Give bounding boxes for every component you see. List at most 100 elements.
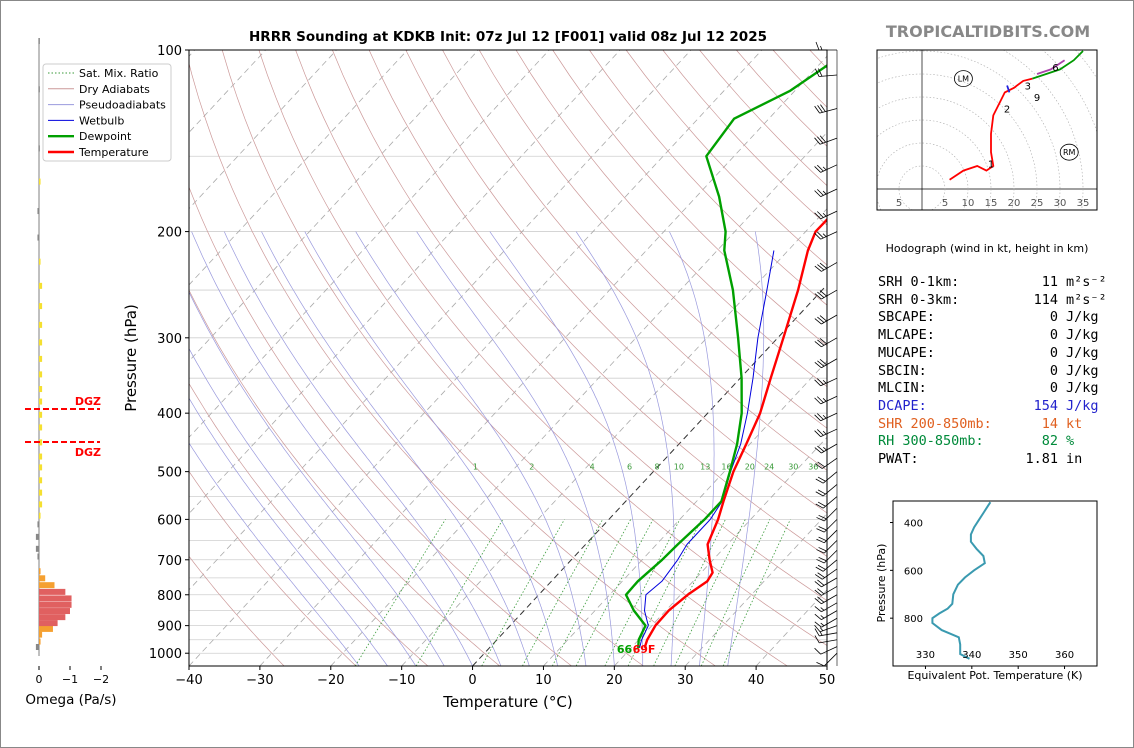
barb-flag (816, 528, 825, 533)
mixing-ratio-label: 2 (529, 463, 534, 472)
index-value: 114 (1033, 291, 1058, 308)
barb-flag (814, 463, 823, 469)
mixing-ratio-label: 20 (745, 463, 755, 472)
barb-flag (816, 662, 825, 667)
skewt-axes: −40 −30 −20 −10 0 10 20 30 40 50 100 200 300 400 500 60… (149, 44, 835, 688)
omega-bar (39, 582, 55, 589)
mixing-ratio-label: 24 (764, 463, 774, 472)
storm-motion-marker (954, 70, 973, 87)
barb-flag (817, 378, 824, 385)
omega-bar (39, 439, 43, 446)
isotherm (189, 50, 479, 362)
barb-flag (817, 476, 826, 482)
mixing-ratio-label: 8 (654, 463, 659, 472)
mixing-ratio-line (722, 519, 791, 666)
pseudo-adiabat (189, 291, 445, 666)
theta-e-panel: 330 340 350 360 400 600 800 Equivalent Pot. Te… (875, 500, 1098, 682)
barb-flag (817, 339, 825, 346)
y-tick-label: 900 (157, 620, 182, 635)
index-value: 82 (1041, 433, 1058, 450)
hodo-height-label: 3 (1025, 82, 1031, 93)
pseudo-adiabat (575, 231, 675, 666)
barb-flag (817, 316, 825, 323)
index-label: SRH 0-1km: (878, 274, 960, 290)
wind-barbs (814, 41, 838, 667)
omega-bar (39, 258, 41, 265)
theta-e-y-tick-label: 800 (904, 614, 923, 625)
index-value: 0 (1049, 309, 1058, 326)
omega-bar (39, 638, 41, 645)
index-unit: J/kg (1066, 380, 1099, 397)
barb-flag (815, 491, 824, 497)
wind-barb (814, 602, 838, 613)
legend-entry: Temperature (78, 146, 149, 159)
hodo-ring (898, 165, 946, 210)
legend-entry: Sat. Mix. Ratio (79, 67, 159, 80)
omega-bar (39, 512, 41, 519)
omega-bar (35, 545, 39, 552)
omega-bar (37, 553, 39, 560)
omega-bar (39, 398, 43, 405)
barb-flag (814, 318, 822, 325)
hodo-height-label: 1 (988, 160, 994, 171)
dry-adiabat (442, 50, 827, 471)
y-tick-label: 300 (157, 332, 182, 347)
barb-flag (815, 41, 820, 51)
wind-barb (814, 210, 838, 220)
wind-barb (816, 652, 838, 667)
x-tick-label: −30 (246, 673, 273, 688)
omega-bar (39, 477, 43, 484)
wind-barb (814, 628, 838, 637)
storm-motion-label: RM (1063, 148, 1076, 157)
wind-barb (814, 617, 838, 628)
omega-bar (39, 588, 66, 595)
barb-flag (817, 429, 824, 436)
omega-bar (39, 303, 43, 310)
theta-e-x-tick-label: 340 (962, 650, 981, 661)
barb-flag (817, 136, 824, 144)
omega-bar (39, 614, 66, 621)
hodo-segment (949, 77, 1033, 181)
wind-barb (816, 540, 838, 554)
omega-bar (38, 38, 40, 44)
pseudo-adiabat (304, 231, 558, 666)
wind-barb (815, 496, 838, 509)
omega-bar (39, 424, 43, 431)
index-value: 1.81 (1025, 451, 1058, 467)
hodo-height-label: 9 (1034, 93, 1040, 104)
index-label: PWAT: (878, 451, 919, 467)
barb-flag (814, 293, 822, 300)
mixing-ratio-line (604, 519, 681, 666)
mixing-ratio-label: 4 (590, 463, 595, 472)
theta-e-x-tick-label: 350 (1009, 650, 1028, 661)
dry-adiabat (589, 50, 827, 306)
barb-flag (817, 579, 825, 586)
hodo-ring-label: 10 (962, 198, 975, 209)
barb-flag (818, 68, 823, 77)
index-row: SHR 200-850mb: 14 kt (878, 416, 1082, 432)
hodograph-caption: Hodograph (wind in kt, height in km) (886, 242, 1089, 255)
barb-flag (814, 625, 821, 633)
mixing-ratio-line (575, 519, 654, 666)
wind-barb (814, 231, 838, 240)
dry-adiabat (295, 50, 827, 646)
barb-staff (820, 646, 838, 655)
barb-staff (823, 652, 838, 667)
y-tick-label: 600 (157, 513, 182, 528)
x-tick-label: 10 (535, 673, 552, 688)
x-tick-label: 0 (468, 673, 476, 688)
theta-e-line (931, 501, 992, 660)
pseudo-adiabat (669, 231, 715, 666)
hodo-ring-label: 5 (896, 198, 902, 209)
pseudo-adiabat (189, 397, 388, 666)
index-unit: J/kg (1066, 344, 1099, 361)
barb-flag (814, 598, 822, 605)
hodo-height-label: 6 (1052, 63, 1058, 74)
isotherm (472, 284, 827, 666)
wind-barb (814, 594, 838, 605)
y-tick-label: 800 (157, 589, 182, 604)
index-row: SRH 0-1km: 11 m²s⁻² (878, 274, 1107, 290)
barb-flag (817, 413, 824, 420)
barb-staff (823, 549, 838, 564)
mixing-ratio-line (653, 519, 726, 666)
